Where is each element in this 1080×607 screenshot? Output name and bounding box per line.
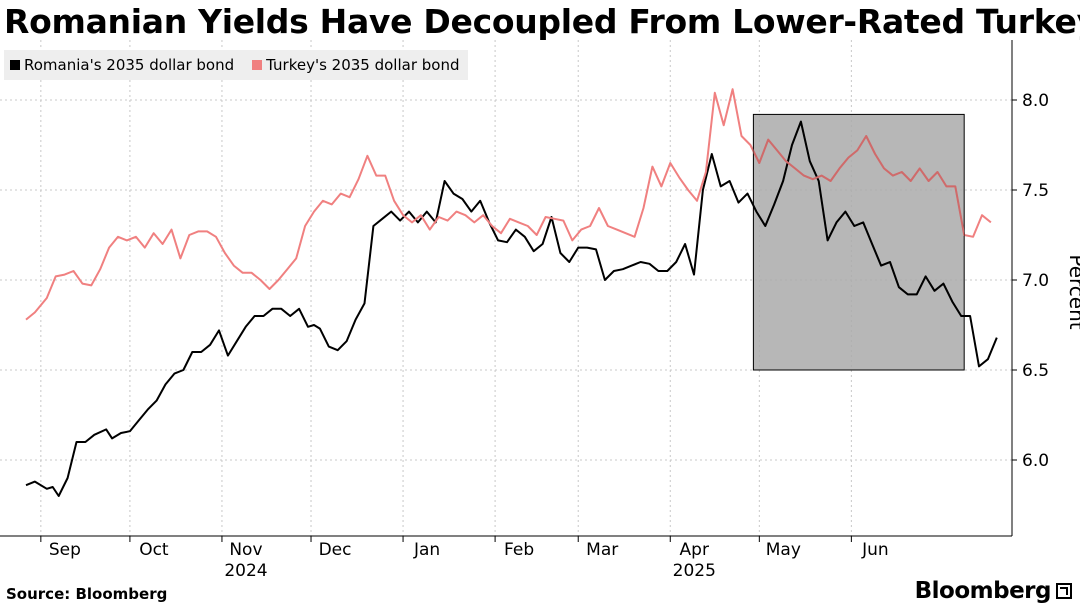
x-tick-label: Jun (861, 540, 889, 560)
x-tick-label: Apr (680, 540, 709, 560)
x-tick-label: Dec (319, 540, 352, 560)
legend-swatch-turkey (252, 60, 263, 70)
legend-item-turkey: Turkey's 2035 dollar bond (252, 56, 460, 74)
axes: 6.0 6.5 7.0 7.5 8.0 Sep Oct Nov Dec Jan Feb Mar Apr M… (0, 40, 1080, 581)
x-tick-label: Mar (586, 540, 618, 560)
x-year-label: 2025 (673, 561, 716, 581)
y-tick-label: 6.5 (1022, 361, 1049, 381)
y-tick-label: 6.0 (1022, 451, 1049, 471)
shaded-region (752, 113, 965, 371)
source-note: Source: Bloomberg (6, 585, 168, 603)
x-year-label: 2024 (224, 561, 267, 581)
x-tick-label: Nov (229, 540, 262, 560)
series-line-romania-highlight (753, 120, 965, 317)
series-lines (25, 88, 998, 497)
y-tick-label: 7.0 (1022, 271, 1049, 291)
legend-swatch-romania (10, 60, 20, 70)
x-tick-label: Jan (413, 540, 440, 560)
y-tick-label: 8.0 (1022, 91, 1049, 111)
x-tick-label: May (766, 540, 801, 560)
external-link-icon (1056, 583, 1072, 599)
legend-label-turkey: Turkey's 2035 dollar bond (266, 56, 460, 74)
y-axis-title: Percent (1065, 254, 1080, 329)
brand-logo: Bloomberg (915, 578, 1072, 604)
x-tick-label: Feb (504, 540, 534, 560)
brand-name: Bloomberg (914, 578, 1052, 604)
x-tick-label: Sep (49, 540, 81, 560)
x-tick-label: Oct (139, 540, 169, 560)
legend-item-romania: Romania's 2035 dollar bond (10, 56, 234, 74)
gridlines (0, 40, 1012, 536)
legend: Romania's 2035 dollar bond Turkey's 2035… (4, 50, 468, 80)
legend-label-romania: Romania's 2035 dollar bond (24, 56, 235, 74)
y-tick-label: 7.5 (1022, 181, 1049, 201)
series-line-turkey-highlight (753, 135, 965, 237)
chart-title: Romanian Yields Have Decoupled From Lowe… (4, 2, 1080, 41)
